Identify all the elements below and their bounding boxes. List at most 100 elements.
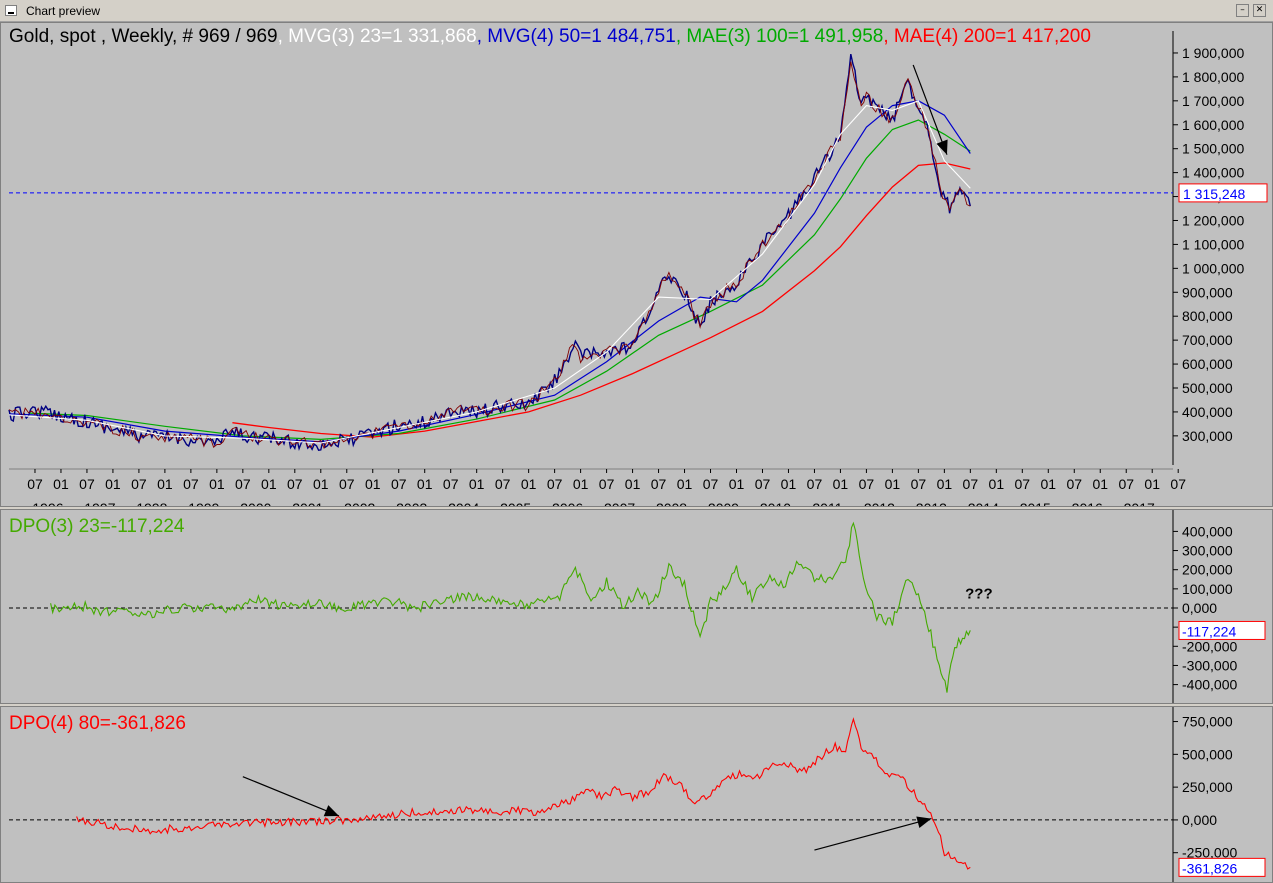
last-price-box <box>1178 183 1268 203</box>
y-tick-label: 1 100,000 <box>1182 236 1244 252</box>
x-month-label: 01 <box>625 476 641 492</box>
x-month-label: 01 <box>313 476 329 492</box>
annotation-arrow-1-head <box>323 805 339 817</box>
x-year-label: 2000 <box>240 500 271 506</box>
x-year-label: 2004 <box>448 500 479 506</box>
x-month-label: 07 <box>183 476 199 492</box>
window-titlebar: Chart preview – ✕ <box>0 0 1273 22</box>
x-year-label: 2008 <box>656 500 687 506</box>
y-tick-label: 1 000,000 <box>1182 260 1244 276</box>
annotation-arrow-head <box>936 139 948 155</box>
x-month-label: 01 <box>833 476 849 492</box>
x-month-label: 07 <box>703 476 719 492</box>
x-year-label: 2014 <box>968 500 999 506</box>
x-month-label: 01 <box>1040 476 1056 492</box>
price-panel: Gold, spot , Weekly, # 969 / 969, MVG(3)… <box>0 22 1273 507</box>
legend-entry-4: , MAE(4) 200=1 417,200 <box>883 26 1091 47</box>
x-month-label: 01 <box>157 476 173 492</box>
dpo3-panel: DPO(3) 23=-117,224 -400,000 -300,000 -200,0… <box>0 509 1273 704</box>
x-month-label: 07 <box>963 476 979 492</box>
legend-entry-2: , MVG(4) 50=1 484,751 <box>477 26 676 47</box>
y-tick-label: 400,000 <box>1182 404 1233 420</box>
chart-header: Gold, spot , Weekly, # 969 / 969, MVG(3)… <box>9 26 1091 47</box>
x-month-label: 07 <box>599 476 615 492</box>
x-month-label: 01 <box>469 476 485 492</box>
x-month-label: 07 <box>1170 476 1186 492</box>
x-month-label: 07 <box>391 476 407 492</box>
x-month-label: 01 <box>1092 476 1108 492</box>
annotation-arrow-2-head <box>916 816 932 828</box>
x-month-label: 07 <box>79 476 95 492</box>
y-tick-label: 0,000 <box>1182 600 1217 616</box>
x-month-label: 07 <box>807 476 823 492</box>
x-year-label: 2007 <box>604 500 635 506</box>
x-year-label: 1997 <box>84 500 115 506</box>
y-tick-label: 900,000 <box>1182 284 1233 300</box>
x-month-label: 01 <box>885 476 901 492</box>
x-year-label: 2006 <box>552 500 583 506</box>
y-tick-label: 1 600,000 <box>1182 117 1244 133</box>
y-tick-label: 1 400,000 <box>1182 165 1244 181</box>
y-tick-label: 600,000 <box>1182 356 1233 372</box>
x-month-label: 07 <box>1015 476 1031 492</box>
x-year-label: 2012 <box>864 500 895 506</box>
y-tick-label: -300,000 <box>1182 657 1237 673</box>
dpo4-title: DPO(4) 80=-361,826 <box>9 713 186 734</box>
x-year-label: 2001 <box>292 500 323 506</box>
x-month-label: 01 <box>53 476 69 492</box>
dpo3-last-box <box>1178 620 1266 640</box>
chart-title: Gold, spot , Weekly, # 969 / 969 <box>9 26 278 47</box>
dpo4-panel: DPO(4) 80=-361,826 -250,000 0,000 250,000 50… <box>0 706 1273 883</box>
x-month-label: 07 <box>287 476 303 492</box>
price-line-down <box>8 61 971 450</box>
dpo3-line <box>50 521 971 693</box>
x-month-label: 07 <box>755 476 771 492</box>
x-month-label: 01 <box>677 476 693 492</box>
minimize-button[interactable]: – <box>1236 4 1249 17</box>
x-month-label: 01 <box>365 476 381 492</box>
x-month-label: 01 <box>261 476 277 492</box>
mae4-line <box>232 162 971 438</box>
x-month-label: 01 <box>417 476 433 492</box>
chart-window-icon <box>5 5 17 16</box>
annotation-arrow-shaft <box>912 64 948 155</box>
x-year-label: 2013 <box>916 500 947 506</box>
x-month-label: 07 <box>131 476 147 492</box>
y-tick-label: 300,000 <box>1182 428 1233 444</box>
dpo3-title: DPO(3) 23=-117,224 <box>9 516 185 537</box>
x-month-label: 01 <box>989 476 1005 492</box>
y-tick-label: 750,000 <box>1182 714 1233 730</box>
mae3-line <box>29 119 971 441</box>
y-tick-label: 1 500,000 <box>1182 141 1244 157</box>
dpo4-line <box>76 717 971 870</box>
x-month-label: 07 <box>547 476 563 492</box>
window-title: Chart preview <box>26 4 101 18</box>
x-year-label: 1999 <box>188 500 219 506</box>
x-year-label: 1996 <box>32 500 63 506</box>
price-chart: Gold, spot , Weekly, # 969 / 969, MVG(3)… <box>8 26 1268 506</box>
last-price-label: 1 315,248 <box>1183 186 1245 202</box>
y-tick-label: -400,000 <box>1182 677 1237 693</box>
x-month-label: 07 <box>1066 476 1082 492</box>
x-month-label: 07 <box>443 476 459 492</box>
y-tick-label: 200,000 <box>1182 562 1233 578</box>
y-tick-label: 100,000 <box>1182 581 1233 597</box>
y-tick-label: 500,000 <box>1182 746 1233 762</box>
x-month-label: 07 <box>495 476 511 492</box>
dpo4-last-box <box>1178 857 1266 877</box>
x-month-label: 07 <box>235 476 251 492</box>
x-month-label: 01 <box>105 476 121 492</box>
x-month-label: 01 <box>209 476 225 492</box>
x-year-label: 2016 <box>1072 500 1103 506</box>
x-year-label: 2005 <box>500 500 531 506</box>
close-button[interactable]: ✕ <box>1253 4 1266 17</box>
x-month-label: 07 <box>1118 476 1134 492</box>
annotation-arrow-2-shaft <box>814 818 932 851</box>
dpo4-chart: DPO(4) 80=-361,826 -250,000 0,000 250,000 50… <box>9 707 1266 882</box>
legend-entry-1: , MVG(3) 23=1 331,868 <box>278 26 477 47</box>
y-tick-label: 250,000 <box>1182 779 1233 795</box>
x-month-label: 01 <box>937 476 953 492</box>
x-year-label: 1998 <box>136 500 167 506</box>
x-month-label: 07 <box>859 476 875 492</box>
x-year-label: 2010 <box>760 500 791 506</box>
